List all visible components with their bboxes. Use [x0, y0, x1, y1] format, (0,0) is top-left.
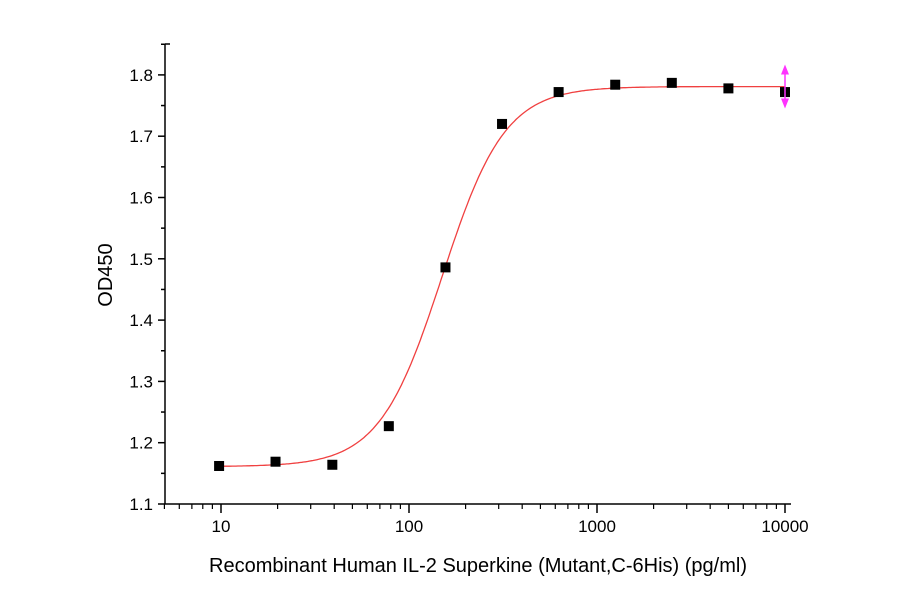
- x-tick-label: 1000: [578, 517, 616, 536]
- y-tick-label: 1.2: [129, 434, 153, 453]
- data-points: [214, 77, 790, 471]
- y-tick-label: 1.8: [129, 66, 153, 85]
- y-tick-label: 1.4: [129, 311, 153, 330]
- x-axis-title: Recombinant Human IL-2 Superkine (Mutant…: [209, 555, 747, 577]
- y-tick-label: 1.5: [129, 250, 153, 269]
- axes: 1.1 1.2 1.3 1.4 1.5 1.6 1.7 1.8 10 100 1000 10000: [129, 43, 809, 536]
- data-point: [270, 456, 281, 467]
- y-tick-label: 1.1: [129, 495, 153, 514]
- double-arrow-icon: [781, 64, 789, 109]
- data-point: [723, 83, 734, 94]
- x-tick-label: 100: [395, 517, 423, 536]
- data-point: [666, 77, 677, 88]
- data-point: [383, 421, 394, 432]
- y-axis-title: OD450: [95, 243, 117, 306]
- data-point: [327, 459, 338, 470]
- y-tick-label: 1.6: [129, 189, 153, 208]
- y-tick-label: 1.7: [129, 127, 153, 146]
- y-tick-label: 1.3: [129, 372, 153, 391]
- data-point: [214, 460, 225, 471]
- x-tick-label: 10000: [761, 517, 808, 536]
- x-tick-label: 10: [212, 517, 231, 536]
- data-point: [440, 262, 451, 273]
- data-point: [497, 118, 508, 129]
- data-point: [610, 79, 621, 90]
- data-point: [553, 87, 564, 98]
- fit-curve: [219, 85, 785, 467]
